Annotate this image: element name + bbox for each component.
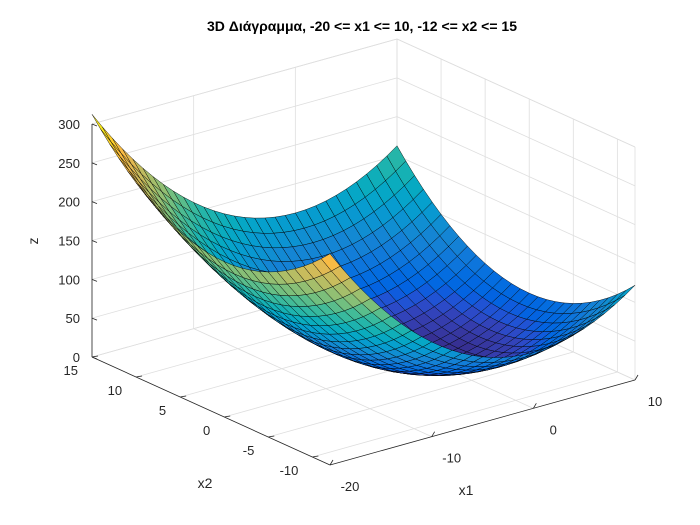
x-tick-mark bbox=[634, 374, 639, 381]
grid-line bbox=[312, 371, 618, 458]
x-tick-mark bbox=[431, 431, 436, 437]
grid-line bbox=[91, 155, 398, 241]
z-tick-mark bbox=[91, 317, 98, 321]
y-tick-mark bbox=[91, 355, 99, 358]
grid-line bbox=[396, 77, 636, 187]
grid-line bbox=[396, 155, 636, 264]
x-tick-label: 10 bbox=[648, 394, 662, 409]
z-tick-label: 0 bbox=[73, 350, 80, 365]
y-tick-mark bbox=[268, 435, 275, 438]
y-tick-label: 10 bbox=[108, 383, 122, 398]
y-axis-label: x2 bbox=[198, 475, 213, 491]
grid-line bbox=[396, 38, 636, 148]
z-tick-mark bbox=[91, 162, 98, 166]
z-tick-label: 300 bbox=[58, 117, 80, 132]
z-tick-label: 200 bbox=[58, 195, 80, 210]
x-tick-label: 0 bbox=[550, 422, 557, 437]
grid-line bbox=[396, 116, 636, 226]
x-tick-mark bbox=[532, 403, 537, 409]
z-axis-label: z bbox=[25, 238, 41, 245]
grid-line bbox=[193, 328, 432, 438]
grid-line bbox=[91, 38, 398, 125]
y-tick-label: -5 bbox=[243, 443, 255, 458]
y-tick-mark bbox=[136, 375, 143, 378]
x-axis-line bbox=[329, 379, 636, 466]
surface bbox=[91, 114, 636, 377]
z-tick-label: 250 bbox=[58, 156, 80, 171]
x-tick-mark bbox=[329, 459, 334, 466]
grid-line bbox=[91, 77, 398, 164]
y-tick-mark bbox=[224, 415, 231, 418]
z-tick-label: 50 bbox=[66, 311, 80, 326]
y-tick-label: 5 bbox=[159, 403, 166, 418]
z-tick-mark bbox=[91, 278, 98, 282]
y-tick-label: 15 bbox=[64, 363, 78, 378]
z-tick-label: 100 bbox=[58, 272, 80, 287]
z-tick-label: 150 bbox=[58, 234, 80, 249]
z-tick-mark bbox=[91, 240, 98, 243]
x-tick-label: -20 bbox=[341, 479, 360, 494]
surface-patch bbox=[320, 253, 341, 272]
z-tick-mark bbox=[91, 356, 98, 360]
y-tick-mark bbox=[180, 395, 187, 398]
grid-line bbox=[268, 351, 574, 438]
z-tick-mark bbox=[91, 201, 98, 205]
x-tick-label: -10 bbox=[442, 451, 461, 466]
y-tick-label: 0 bbox=[203, 423, 210, 438]
z-tick-mark bbox=[91, 123, 98, 127]
chart-title: 3D Διάγραμμα, -20 <= x1 <= 10, -12 <= x2… bbox=[207, 18, 517, 34]
y-tick-label: -10 bbox=[280, 463, 299, 478]
axes-layer: 0 50 100 150 200 250 300 -20 -10 0 10 -10 -5 0 5 10 15 bbox=[58, 117, 662, 494]
y-tick-mark bbox=[312, 455, 319, 458]
x-axis-label: x1 bbox=[459, 482, 474, 498]
y-axis-line bbox=[91, 356, 331, 466]
